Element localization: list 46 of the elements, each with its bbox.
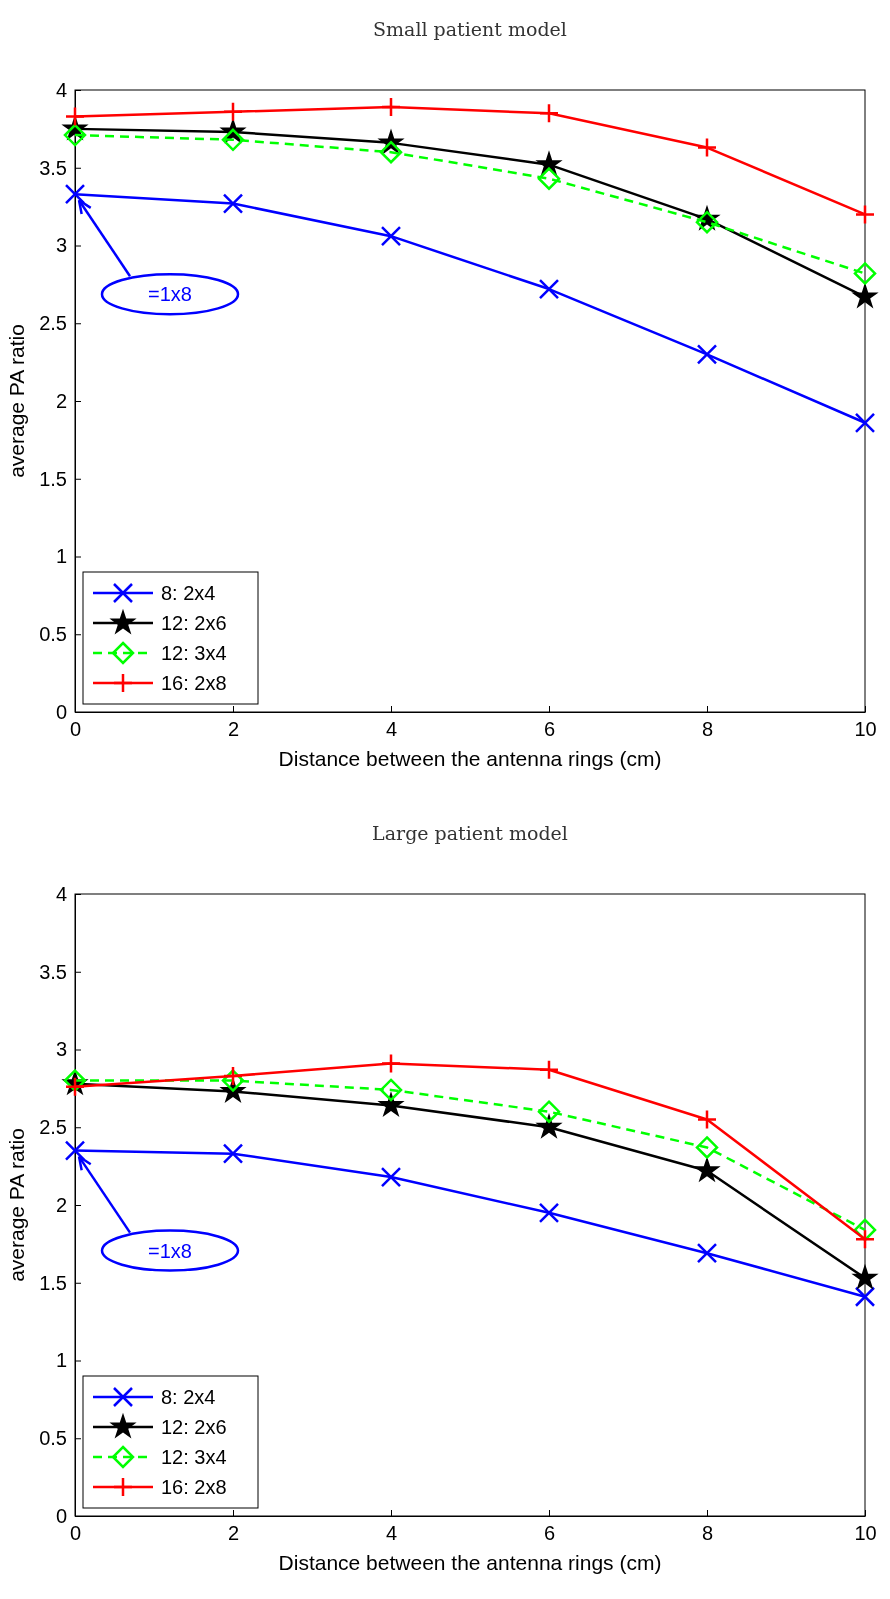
- legend-label: 12: 3x4: [161, 1446, 227, 1468]
- x-tick-label: 8: [701, 1522, 714, 1545]
- chart-title: Large patient model: [372, 822, 568, 844]
- x-tick-label: 10: [854, 718, 877, 741]
- y-tick-label: 2: [55, 1193, 67, 1216]
- y-tick-label: 0: [55, 1504, 67, 1527]
- y-tick-label: 3: [55, 234, 67, 257]
- y-tick-label: 4: [55, 78, 67, 101]
- y-tick-label: 0: [55, 700, 67, 723]
- x-axis-title: Distance between the antenna rings (cm): [278, 1551, 662, 1574]
- x-axis-title: Distance between the antenna rings (cm): [278, 747, 662, 770]
- chart-title: Small patient model: [373, 18, 567, 40]
- legend-label: 12: 3x4: [161, 642, 227, 664]
- x-tick-label: 0: [69, 718, 82, 741]
- legend-label: 12: 2x6: [161, 1416, 227, 1438]
- x-tick-label: 8: [701, 718, 714, 741]
- x-tick-label: 2: [227, 1522, 240, 1545]
- y-tick-label: 2: [55, 389, 67, 412]
- y-tick-label: 3.5: [39, 156, 67, 179]
- annotation: =1x8: [148, 1239, 192, 1262]
- y-tick-label: 2.5: [39, 1116, 67, 1139]
- y-tick-label: 1.5: [39, 1271, 67, 1294]
- x-tick-label: 6: [543, 1522, 556, 1545]
- legend-label: 8: 2x4: [161, 582, 216, 604]
- annotation: =1x8: [148, 283, 192, 306]
- legend-label: 16: 2x8: [161, 1476, 227, 1498]
- y-tick-label: 2.5: [39, 312, 67, 335]
- x-tick-label: 2: [227, 718, 240, 741]
- y-tick-label: 3.5: [39, 960, 67, 983]
- y-axis-title: average PA ratio: [5, 324, 28, 478]
- x-tick-label: 10: [854, 1522, 877, 1545]
- y-tick-label: 1: [55, 1349, 67, 1372]
- legend-label: 12: 2x6: [161, 612, 227, 634]
- y-tick-label: 1.5: [39, 467, 67, 490]
- x-tick-label: 4: [385, 718, 398, 741]
- y-tick-label: 0.5: [39, 1427, 67, 1450]
- y-tick-label: 4: [55, 882, 67, 905]
- y-tick-label: 3: [55, 1038, 67, 1061]
- y-axis-title: average PA ratio: [5, 1128, 28, 1282]
- x-tick-label: 0: [69, 1522, 82, 1545]
- y-tick-label: 1: [55, 545, 67, 568]
- y-tick-label: 0.5: [39, 623, 67, 646]
- legend-label: 16: 2x8: [161, 672, 227, 694]
- x-tick-label: 4: [385, 1522, 398, 1545]
- legend-label: 8: 2x4: [161, 1386, 216, 1408]
- x-tick-label: 6: [543, 718, 556, 741]
